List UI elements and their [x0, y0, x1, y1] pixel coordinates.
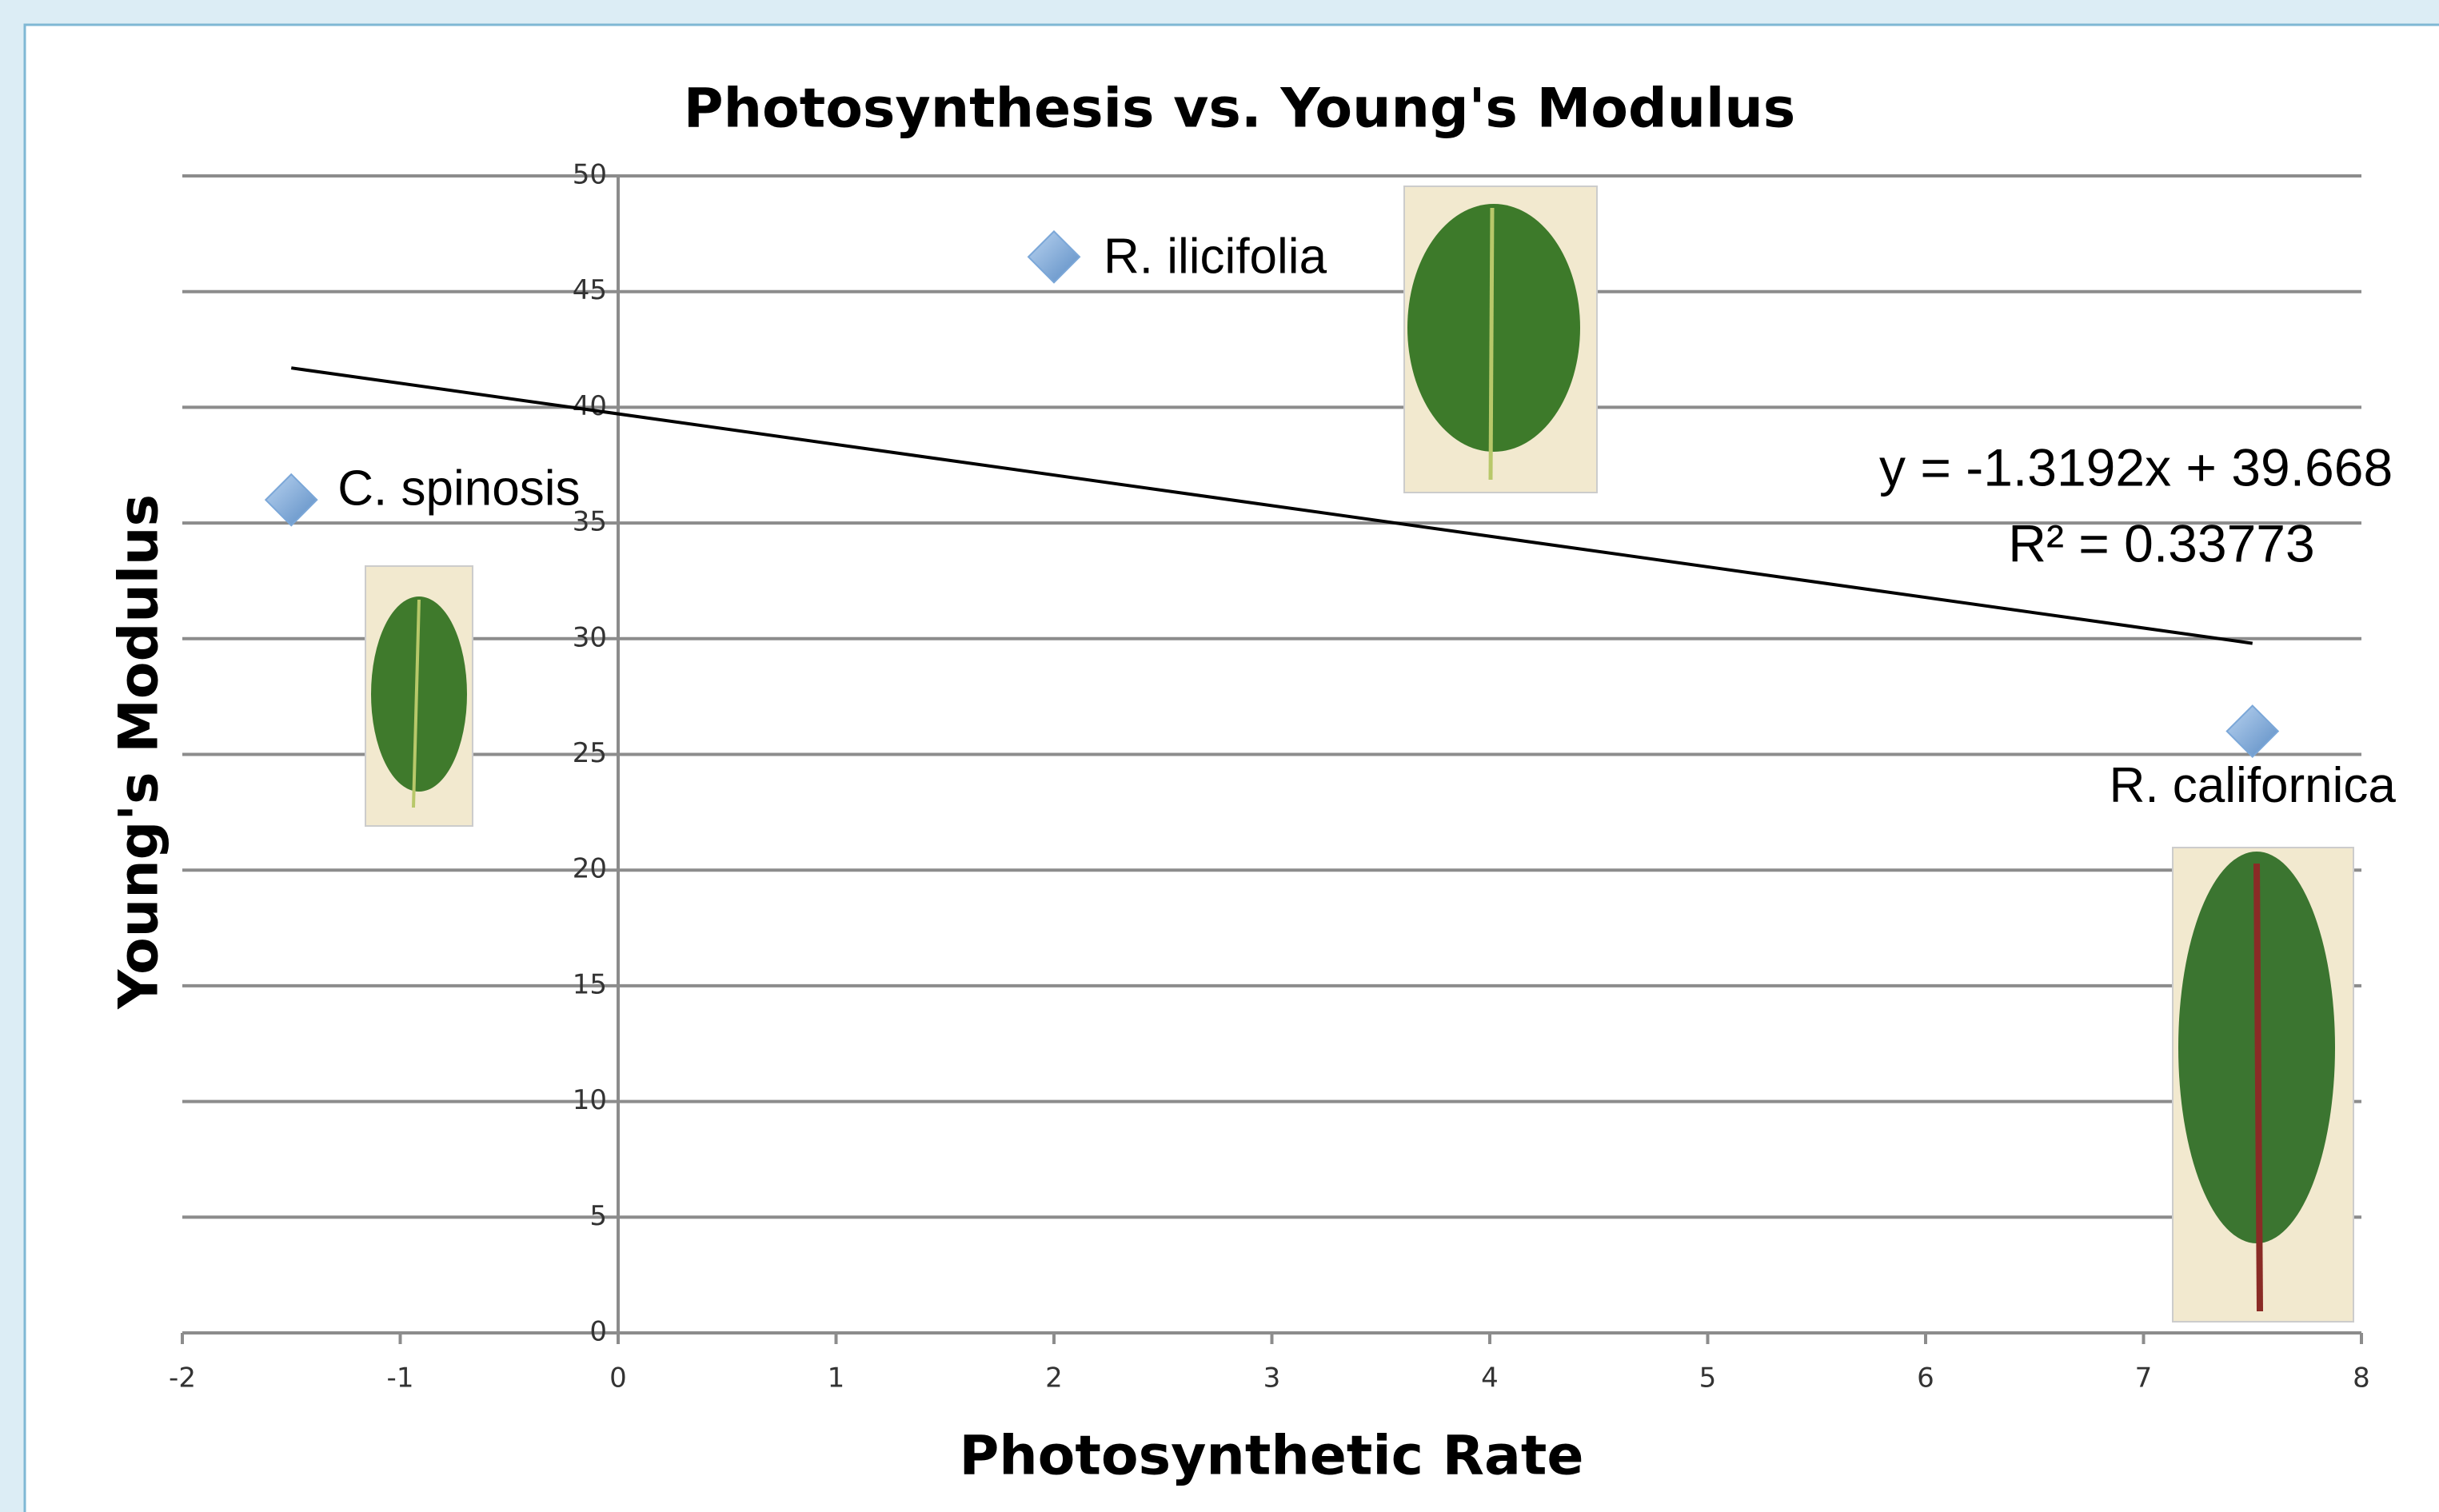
y-tick-label: 20	[573, 853, 607, 885]
data-point	[1027, 229, 1081, 284]
x-tick-label: 0	[609, 1362, 627, 1394]
y-tick-label: 45	[573, 274, 607, 306]
point-label: R. ilicifolia	[1104, 229, 1327, 285]
leaf-image	[365, 565, 473, 827]
y-axis-title: Young's Modulus	[108, 494, 171, 1010]
x-tick-label: 2	[1045, 1362, 1063, 1394]
y-tick-label: 0	[589, 1316, 607, 1348]
point-label: R. californica	[2110, 758, 2397, 813]
y-tick-label: 15	[573, 968, 607, 1000]
trendline-equation: y = -1.3192x + 39.668	[1879, 437, 2393, 497]
x-tick-label: 1	[828, 1362, 845, 1394]
y-tick-label: 5	[589, 1200, 607, 1232]
y-tick-label: 10	[573, 1084, 607, 1116]
trendline-r-squared: R² = 0.33773	[2008, 513, 2314, 572]
x-tick-label: -2	[169, 1362, 196, 1394]
y-tick-label: 30	[573, 621, 607, 653]
x-tick-label: -1	[387, 1362, 414, 1394]
data-point	[264, 473, 318, 527]
x-tick-label: 7	[2135, 1362, 2153, 1394]
y-tick-label: 35	[573, 506, 607, 538]
y-tick-label: 40	[573, 390, 607, 422]
x-tick-label: 6	[1917, 1362, 1934, 1394]
x-tick-label: 3	[1263, 1362, 1281, 1394]
data-point	[2225, 704, 2280, 758]
x-tick-label: 8	[2353, 1362, 2370, 1394]
y-tick-label: 25	[573, 737, 607, 769]
x-axis-title: Photosynthetic Rate	[959, 1425, 1583, 1488]
y-tick-label: 50	[573, 159, 607, 191]
chart-title: Photosynthesis vs. Young's Modulus	[684, 78, 1796, 141]
leaf-image	[2172, 847, 2354, 1323]
x-tick-label: 5	[1699, 1362, 1717, 1394]
point-label: C. spinosis	[337, 461, 580, 517]
trendline	[290, 366, 2253, 645]
x-tick-label: 4	[1481, 1362, 1499, 1394]
leaf-image	[1403, 186, 1598, 493]
